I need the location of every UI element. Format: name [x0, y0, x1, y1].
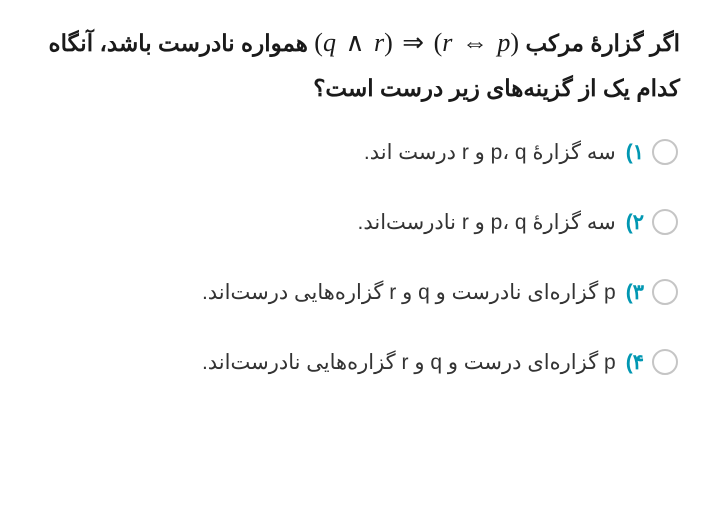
question-text: اگر گزارهٔ مرکب (q ∧ r) ⇒ (r ⇔ p) همواره…: [30, 18, 680, 111]
option-number: ۱): [626, 140, 644, 165]
radio-icon[interactable]: [652, 209, 678, 235]
option-text: p گزاره‌ای درست و q و r گزاره‌هایی نادرس…: [202, 350, 616, 375]
option-text: سه گزارهٔ p، q و r نادرست‌اند.: [358, 210, 616, 235]
option-2[interactable]: ۲) سه گزارهٔ p، q و r نادرست‌اند.: [30, 209, 678, 235]
question-part1: اگر گزارهٔ مرکب: [519, 30, 680, 56]
option-3[interactable]: ۳) p گزاره‌ای نادرست و q و r گزاره‌هایی …: [30, 279, 678, 305]
option-number: ۳): [626, 280, 644, 305]
question-formula: (q ∧ r) ⇒ (r ⇔ p): [314, 18, 519, 67]
radio-icon[interactable]: [652, 279, 678, 305]
radio-icon[interactable]: [652, 349, 678, 375]
options-list: ۱) سه گزارهٔ p، q و r درست اند. ۲) سه گز…: [30, 139, 680, 375]
option-1[interactable]: ۱) سه گزارهٔ p، q و r درست اند.: [30, 139, 678, 165]
radio-icon[interactable]: [652, 139, 678, 165]
option-number: ۲): [626, 210, 644, 235]
option-text: سه گزارهٔ p، q و r درست اند.: [364, 140, 616, 165]
option-4[interactable]: ۴) p گزاره‌ای درست و q و r گزاره‌هایی نا…: [30, 349, 678, 375]
option-number: ۴): [626, 350, 644, 375]
option-text: p گزاره‌ای نادرست و q و r گزاره‌هایی درس…: [202, 280, 616, 305]
